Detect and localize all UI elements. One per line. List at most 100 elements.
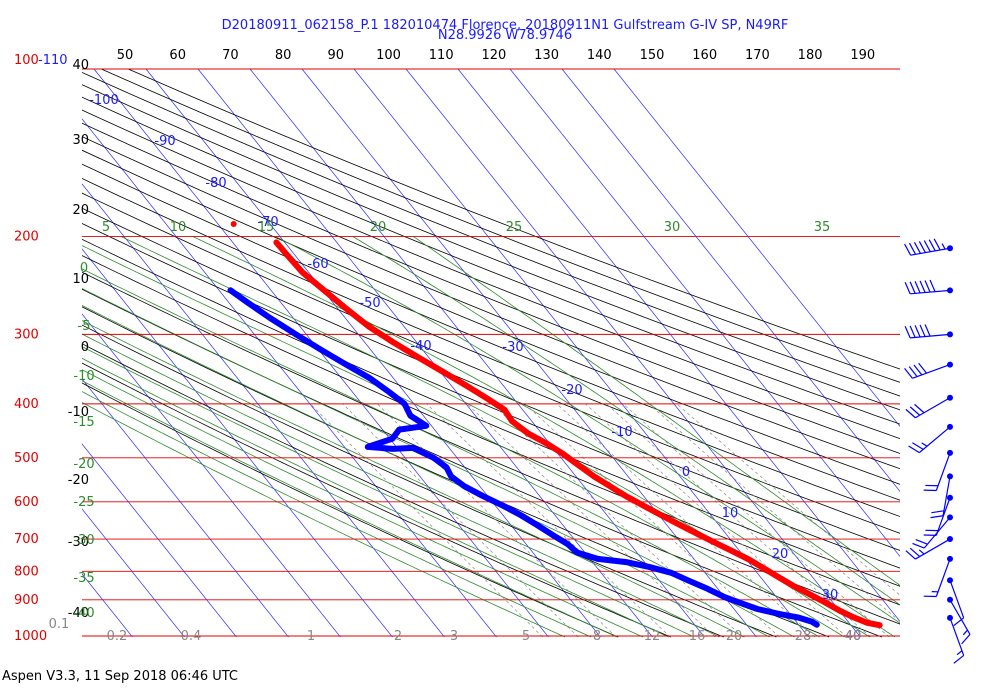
- moist-adiabat-label: 15: [258, 220, 275, 235]
- wind-barb-staff: [915, 538, 951, 560]
- isotherm-line: [145, 68, 601, 638]
- wind-barb-feather: [912, 442, 924, 450]
- wind-barb-feather: [914, 403, 925, 414]
- dry-adiabat: [82, 324, 777, 638]
- isotherm-label: 0: [682, 465, 690, 480]
- isotherm-label-top: -110: [38, 53, 68, 68]
- dry-adiabat: [82, 149, 900, 485]
- mixing-ratio-line: [524, 403, 780, 638]
- wind-barb-feather: [908, 242, 917, 255]
- dry-adiabat: [82, 238, 900, 587]
- mixing-ratio-label: 3: [450, 629, 458, 644]
- wind-barb: [904, 361, 953, 379]
- top-axis-label: 140: [587, 48, 612, 63]
- isotherm-label: -20: [561, 383, 582, 398]
- altitude-label: 0: [81, 340, 89, 355]
- wind-barb-feather: [913, 364, 923, 376]
- dry-adiabat: [82, 288, 882, 638]
- moist-adiabat: [82, 357, 669, 638]
- wind-barb-feather: [914, 281, 921, 294]
- temperature-profile: [273, 239, 883, 629]
- wind-barb-half-feather: [956, 650, 963, 656]
- dry-adiabat: [82, 271, 900, 625]
- wind-barb-feather: [904, 243, 912, 256]
- dry-adiabat: [82, 71, 900, 397]
- footer-text: Aspen V3.3, 11 Sep 2018 06:46 UTC: [2, 669, 239, 684]
- isotherm-label: -100: [89, 93, 119, 108]
- wind-barb-feather: [909, 547, 921, 558]
- wind-barb-staff: [949, 617, 965, 656]
- isotherm-line: [82, 313, 341, 638]
- moist-adiabat-label: 35: [814, 220, 831, 235]
- wind-barb-feather: [931, 510, 945, 514]
- mixing-ratio-line: [310, 403, 543, 638]
- isotherm-line: [197, 68, 653, 638]
- sounding-profiles: [227, 221, 883, 629]
- wind-barb: [905, 394, 953, 419]
- isotherm-line: [82, 378, 289, 638]
- moist-adiabat: [82, 268, 820, 638]
- moist-adiabat: [82, 346, 695, 638]
- isotherm-line: [613, 68, 900, 428]
- dry-adiabat: [82, 207, 900, 551]
- top-axis-label: 80: [275, 48, 292, 63]
- top-axis-label: 170: [745, 48, 770, 63]
- wind-barb-feather: [919, 324, 926, 337]
- mixing-ratio-line: [377, 403, 617, 638]
- isotherm-line: [82, 443, 237, 638]
- dry-adiabat: [101, 68, 900, 383]
- top-axis-label: 150: [640, 48, 665, 63]
- pressure-label: 300: [14, 327, 39, 342]
- dry-adiabat: [82, 382, 619, 638]
- top-axis-label: 190: [850, 48, 875, 63]
- wind-barb-staff: [923, 517, 951, 549]
- chart-grid: [0, 68, 900, 638]
- altitude-label: 40: [72, 58, 89, 73]
- pressure-label: 600: [14, 495, 39, 510]
- isotherm-line: [82, 573, 133, 638]
- wind-barb-feather: [904, 326, 911, 339]
- dewpoint-profile: [227, 287, 820, 628]
- top-axis-label: 130: [534, 48, 559, 63]
- moist-adiabat-label: 10: [170, 220, 187, 235]
- moist-adiabat: [82, 305, 770, 638]
- wind-barb-staff: [949, 579, 965, 618]
- moist-adiabat-label: 25: [506, 220, 523, 235]
- wind-barb: [923, 494, 953, 536]
- isotherm-label: 10: [722, 506, 739, 521]
- wind-barb: [904, 238, 953, 256]
- mixing-ratio-label: 40: [845, 629, 862, 644]
- wind-barb-feather: [918, 362, 927, 374]
- wind-barb-staff: [942, 476, 951, 516]
- wind-barb: [904, 324, 953, 339]
- wind-barb: [947, 577, 965, 627]
- moist-adiabat: [82, 333, 720, 638]
- wind-barb-staff: [910, 247, 951, 256]
- dry-adiabat: [82, 136, 900, 470]
- wind-barb-feather: [928, 239, 936, 252]
- mixing-ratio-label: 2: [394, 629, 402, 644]
- isotherm-line: [82, 118, 497, 638]
- moist-adiabat: [82, 380, 618, 638]
- pressure-label: 800: [14, 564, 39, 579]
- mixing-ratio-line: [556, 403, 816, 638]
- dry-adiabat: [82, 255, 900, 606]
- wind-barb-feather: [953, 654, 965, 664]
- moist-adiabat: [82, 391, 592, 638]
- wind-barb: [947, 596, 971, 645]
- moist-adiabat-label: 30: [664, 220, 681, 235]
- wind-barb: [923, 449, 953, 492]
- mixing-ratio-label: 16: [689, 629, 706, 644]
- isotherm-line: [82, 508, 185, 638]
- altitude-label: 20: [72, 203, 89, 218]
- wind-barb-feather: [915, 539, 928, 545]
- isotherm-label: -10: [611, 425, 632, 440]
- wind-barb-feather: [914, 325, 921, 338]
- isotherm-line: [405, 68, 861, 638]
- top-axis-label: 90: [328, 48, 345, 63]
- isotherm-line: [0, 69, 28, 637]
- wind-barb-feather: [904, 368, 913, 379]
- wind-barb-half-feather: [962, 629, 968, 636]
- moist-adiabat-label: -10: [73, 369, 94, 384]
